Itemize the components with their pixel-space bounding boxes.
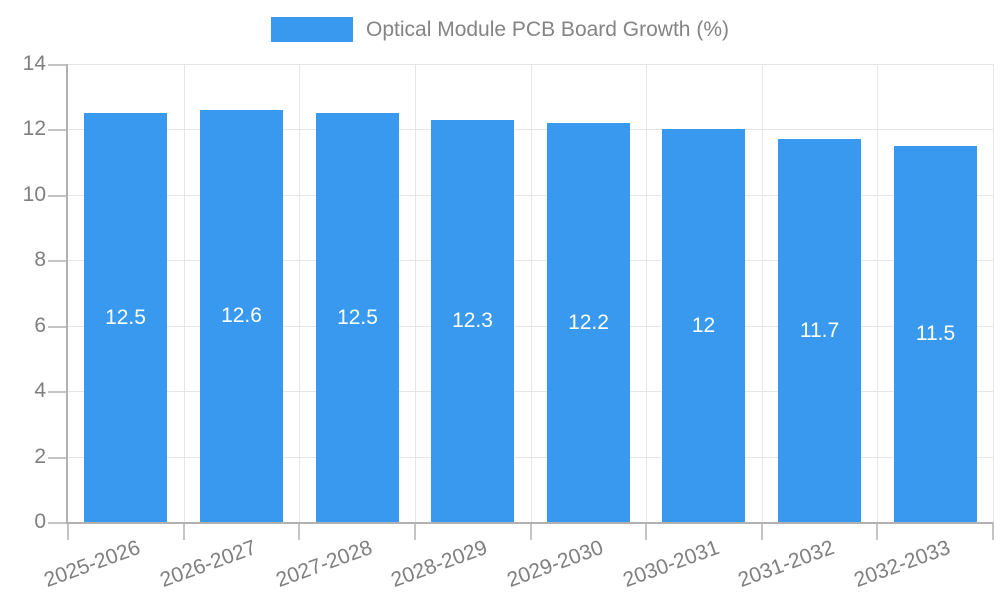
y-axis-tick: [48, 64, 68, 66]
gridline-vertical: [299, 64, 300, 522]
bar[interactable]: 12.5: [84, 113, 167, 522]
bar-value-label: 12.3: [452, 309, 493, 332]
gridline-vertical: [184, 64, 185, 522]
bar[interactable]: 12.3: [431, 120, 514, 522]
y-axis-tick: [48, 391, 68, 393]
x-axis-tick: [183, 522, 185, 540]
gridline-horizontal: [68, 64, 993, 65]
bar[interactable]: 12.5: [316, 113, 399, 522]
gridline-vertical: [762, 64, 763, 522]
y-axis-tick: [48, 457, 68, 459]
gridline-horizontal: [68, 129, 993, 130]
y-tick-label: 2: [34, 445, 46, 468]
x-axis-tick: [992, 522, 994, 540]
y-tick-label: 6: [34, 314, 46, 337]
x-axis-tick: [530, 522, 532, 540]
gridline-horizontal: [68, 260, 993, 261]
y-axis-tick: [48, 260, 68, 262]
gridline-horizontal: [68, 391, 993, 392]
gridline-vertical: [646, 64, 647, 522]
x-tick-label: 2025-2026: [41, 536, 144, 592]
x-axis-tick: [645, 522, 647, 540]
x-tick-label: 2030-2031: [619, 536, 722, 592]
gridline-horizontal: [68, 195, 993, 196]
x-axis-line: [66, 522, 993, 524]
gridline-vertical: [993, 64, 994, 522]
x-axis-tick: [414, 522, 416, 540]
y-tick-label: 10: [22, 183, 46, 206]
y-tick-label: 12: [22, 117, 46, 140]
x-tick-label: 2029-2030: [503, 536, 607, 592]
gridline-horizontal: [68, 326, 993, 327]
x-tick-label: 2028-2029: [388, 536, 491, 592]
bar-value-label: 12: [691, 313, 716, 337]
bar[interactable]: 12: [662, 129, 745, 522]
gridline-vertical: [531, 64, 532, 522]
gridline-vertical: [877, 64, 878, 522]
y-axis-tick: [48, 326, 68, 328]
x-tick-label: 2027-2028: [272, 536, 375, 592]
x-tick-label: 2032-2033: [850, 536, 954, 592]
y-axis-tick: [48, 129, 68, 131]
y-tick-label: 0: [34, 510, 46, 533]
legend-item[interactable]: Optical Module PCB Board Growth (%): [0, 17, 1000, 42]
y-tick-label: 4: [34, 379, 46, 402]
x-axis-tick: [67, 522, 69, 540]
bar-value-label: 12.6: [221, 304, 262, 327]
bar[interactable]: 11.5: [894, 146, 977, 522]
x-tick-label: 2026-2027: [157, 536, 260, 592]
y-axis-line: [66, 64, 68, 524]
y-tick-label: 8: [34, 248, 46, 271]
x-tick-label: 2031-2032: [735, 536, 838, 592]
x-axis-tick: [761, 522, 763, 540]
y-axis-tick: [48, 522, 68, 524]
legend-swatch: [271, 17, 354, 42]
gridline-horizontal: [68, 457, 993, 458]
bar[interactable]: 12.6: [200, 110, 283, 522]
gridline-vertical: [415, 64, 416, 522]
y-tick-label: 14: [22, 52, 46, 75]
x-axis-tick: [876, 522, 878, 540]
bar[interactable]: 12.2: [547, 123, 630, 522]
bar-value-label: 11.5: [915, 322, 956, 345]
x-axis-tick: [298, 522, 300, 540]
bar-value-label: 11.7: [799, 318, 840, 342]
bar-value-label: 12.5: [105, 305, 146, 329]
legend-label: Optical Module PCB Board Growth (%): [366, 18, 729, 41]
bar-value-label: 12.5: [337, 305, 378, 329]
y-axis-tick: [48, 195, 68, 197]
bar-value-label: 12.2: [568, 310, 609, 334]
bar[interactable]: 11.7: [778, 139, 861, 522]
